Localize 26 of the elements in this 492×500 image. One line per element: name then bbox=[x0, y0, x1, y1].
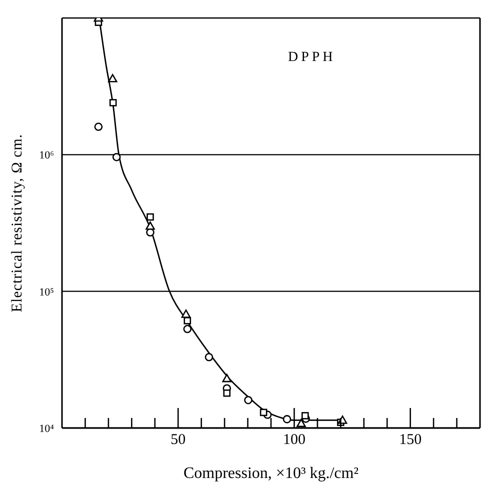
point bbox=[108, 74, 118, 82]
y-axis-title: Electrical resistivity, Ω cm. bbox=[9, 134, 26, 312]
annotation: DPPH bbox=[288, 50, 336, 66]
point bbox=[204, 352, 214, 362]
y-tick-label: 10⁴ bbox=[39, 423, 54, 435]
y-tick-label: 10⁵ bbox=[39, 286, 54, 298]
point bbox=[301, 412, 309, 420]
point bbox=[244, 396, 252, 404]
point bbox=[94, 122, 103, 131]
x-axis-title: Compression, ×10³ kg./cm² bbox=[183, 465, 359, 482]
point bbox=[146, 221, 155, 230]
point bbox=[282, 415, 292, 424]
point bbox=[181, 310, 191, 318]
point bbox=[296, 418, 306, 428]
point bbox=[223, 389, 231, 397]
x-tick-label: 150 bbox=[399, 432, 422, 448]
point bbox=[109, 99, 117, 106]
point bbox=[183, 324, 192, 334]
point bbox=[146, 213, 154, 221]
point bbox=[184, 317, 192, 324]
x-tick-label: 50 bbox=[170, 432, 186, 448]
point bbox=[112, 152, 121, 162]
point bbox=[260, 408, 268, 416]
point bbox=[222, 374, 232, 382]
x-tick-label: 100 bbox=[282, 432, 306, 448]
y-tick-label: 10⁶ bbox=[39, 150, 54, 162]
